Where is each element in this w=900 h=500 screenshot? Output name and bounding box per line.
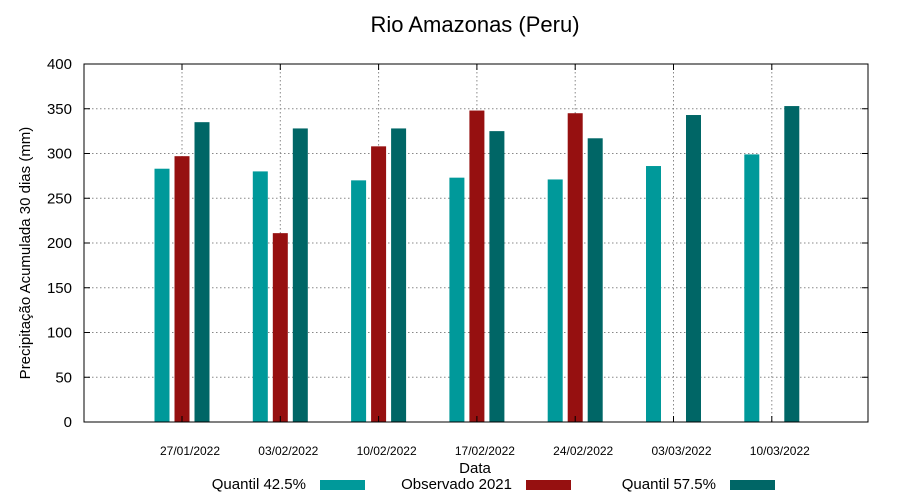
x-tick-label: 03/02/2022 <box>258 444 318 458</box>
y-tick-label: 100 <box>47 325 72 342</box>
bar-quantil-42-5-4 <box>449 177 465 422</box>
x-tick-label: 03/03/2022 <box>651 444 711 458</box>
legend-swatch <box>526 480 571 490</box>
x-tick-label: 10/02/2022 <box>357 444 417 458</box>
x-axis-ticks: 27/01/2022 03/02/2022 10/02/2022 17/02/2022… <box>160 64 810 458</box>
bar-quantil-42-5-3 <box>351 180 367 422</box>
bar-quantil-57-5-6 <box>686 115 701 422</box>
x-tick-label: 24/02/2022 <box>553 444 613 458</box>
y-tick-label: 350 <box>47 101 72 118</box>
bar-quantil-42-5-2 <box>252 171 268 422</box>
bar-observado-2021-3 <box>371 146 387 422</box>
legend: Quantil 42.5% Observado 2021 Quantil 57.5% <box>212 476 775 493</box>
legend-label: Quantil 42.5% <box>212 476 306 493</box>
x-axis-label: Data <box>459 460 491 477</box>
bar-quantil-57-5-2 <box>292 128 308 422</box>
y-tick-label: 150 <box>47 280 72 297</box>
bar-quantil-57-5-7 <box>784 106 800 422</box>
y-axis-ticks: 0 50 100 150 200 250 300 350 400 <box>47 56 868 431</box>
legend-label: Quantil 57.5% <box>622 476 716 493</box>
bar-quantil-42-5-6 <box>646 166 661 422</box>
x-tick-label: 27/01/2022 <box>160 444 220 458</box>
legend-label: Observado 2021 <box>401 476 512 493</box>
bar-quantil-57-5-5 <box>587 138 603 422</box>
y-tick-label: 250 <box>47 190 72 207</box>
bar-quantil-42-5-1 <box>154 168 170 422</box>
bars <box>154 106 800 423</box>
legend-swatch <box>730 480 775 490</box>
bar-quantil-42-5-5 <box>547 179 563 422</box>
bar-quantil-57-5-1 <box>194 122 210 423</box>
x-tick-label: 10/03/2022 <box>750 444 810 458</box>
bar-quantil-57-5-4 <box>489 131 505 422</box>
bar-observado-2021-5 <box>567 113 583 422</box>
legend-swatch <box>320 480 365 490</box>
bar-observado-2021-2 <box>272 233 288 422</box>
bar-quantil-57-5-3 <box>391 128 407 422</box>
y-tick-label: 300 <box>47 146 72 163</box>
bar-quantil-42-5-7 <box>744 154 760 422</box>
x-tick-label: 17/02/2022 <box>455 444 515 458</box>
chart-title: Rio Amazonas (Peru) <box>370 12 579 37</box>
bar-observado-2021-1 <box>174 156 190 422</box>
y-tick-label: 200 <box>47 235 72 252</box>
bar-observado-2021-4 <box>469 110 485 422</box>
y-tick-label: 50 <box>55 369 72 386</box>
y-axis-label: Precipitação Acumulada 30 dias (mm) <box>17 127 34 380</box>
y-tick-label: 400 <box>47 56 72 73</box>
y-tick-label: 0 <box>64 414 72 431</box>
